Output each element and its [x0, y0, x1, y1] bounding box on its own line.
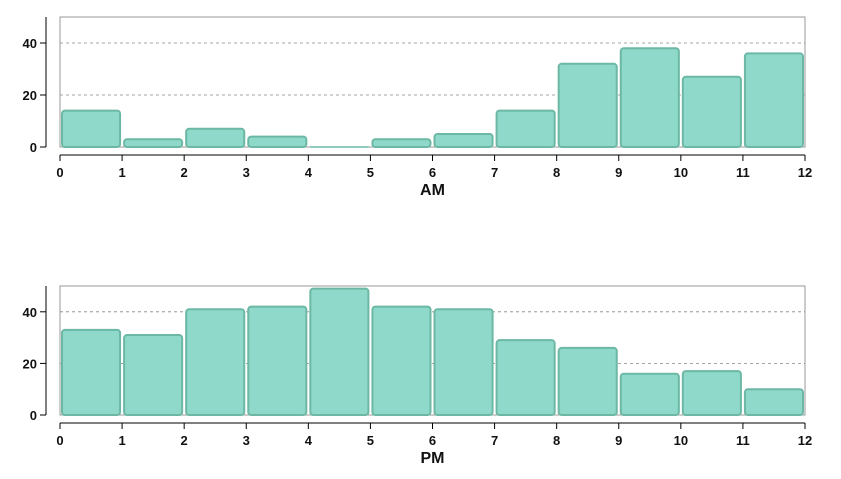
am-x-tick-label: 8	[553, 165, 560, 180]
pm-x-tick-label: 12	[798, 433, 812, 448]
am-x-tick-label: 4	[305, 165, 313, 180]
pm-x-tick-label: 3	[243, 433, 250, 448]
am-y-tick-label: 20	[23, 88, 37, 103]
pm-y-tick-label: 40	[23, 305, 37, 320]
pm-x-tick-label: 4	[305, 433, 313, 448]
pm-x-tick-label: 5	[367, 433, 374, 448]
pm-plot-frame	[59, 285, 806, 416]
pm-x-tick-label: 2	[181, 433, 188, 448]
pm-x-tick-label: 9	[615, 433, 622, 448]
pm-bar	[495, 339, 556, 416]
am-x-tick-label: 0	[56, 165, 63, 180]
pm-bar	[619, 372, 680, 416]
pm-bar	[247, 305, 308, 417]
am-x-tick-label: 3	[243, 165, 250, 180]
am-bar	[433, 133, 494, 148]
am-x-tick-label: 9	[615, 165, 622, 180]
am-x-tick-label: 7	[491, 165, 498, 180]
pm-bar	[61, 328, 122, 416]
pm-bar	[185, 308, 246, 416]
am-x-tick-label: 11	[736, 165, 750, 180]
pm-x-tick-label: 1	[118, 433, 125, 448]
pm-bar	[743, 388, 805, 417]
am-x-tick-label: 12	[798, 165, 812, 180]
am-x-tick-label: 1	[118, 165, 125, 180]
am-y-tick-label: 40	[23, 36, 37, 51]
pm-x-tick-label: 7	[491, 433, 498, 448]
pm-bar	[681, 370, 742, 417]
am-bar	[557, 62, 618, 148]
am-x-axis-title: AM	[420, 182, 445, 199]
am-plot-frame	[59, 16, 806, 148]
am-x-tick-label: 10	[674, 165, 688, 180]
pm-x-tick-label: 8	[553, 433, 560, 448]
am-bar	[681, 75, 742, 148]
am-bar	[185, 127, 246, 149]
am-x-tick-label: 5	[367, 165, 374, 180]
am-bar	[619, 47, 680, 149]
pm-x-tick-label: 6	[429, 433, 436, 448]
am-x-tick-label: 2	[181, 165, 188, 180]
pm-y-tick-label: 20	[23, 356, 37, 371]
pm-x-axis-title: PM	[421, 450, 445, 467]
pm-x-tick-label: 0	[56, 433, 63, 448]
pm-bar	[371, 305, 432, 417]
pm-y-tick-label: 0	[30, 408, 37, 423]
pm-bar	[123, 334, 184, 416]
pm-x-tick-label: 10	[674, 433, 688, 448]
am-bar	[61, 109, 122, 148]
am-bar	[495, 109, 556, 148]
am-x-tick-label: 6	[429, 165, 436, 180]
am-bar	[371, 138, 432, 148]
pm-bar	[433, 308, 494, 416]
am-bar	[123, 138, 184, 148]
pm-bar	[309, 287, 370, 416]
am-bar	[247, 135, 308, 149]
am-bar	[743, 52, 805, 148]
pm-x-tick-label: 11	[736, 433, 750, 448]
am-y-tick-label: 0	[30, 140, 37, 155]
pm-bar	[557, 346, 618, 417]
